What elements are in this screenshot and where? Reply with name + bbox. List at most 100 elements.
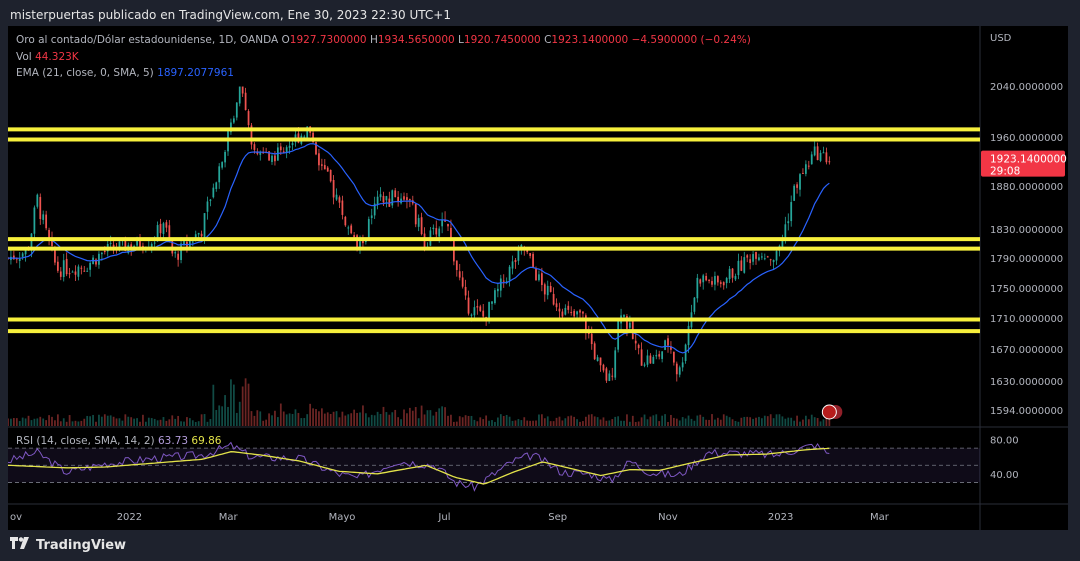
candle-body: [646, 355, 649, 365]
volume-bar: [408, 407, 411, 426]
candle-body: [376, 196, 379, 205]
candle-body: [526, 249, 529, 253]
volume-bar: [59, 421, 62, 426]
volume-bar: [282, 411, 285, 426]
footer-brand: TradingView: [36, 537, 127, 553]
candle-body: [291, 143, 294, 146]
volume-bar: [188, 418, 191, 426]
price-chart[interactable]: USD 2040.0000000 1960.0000000 1880.0000000 1…: [8, 26, 1068, 530]
candle-body: [276, 147, 279, 161]
footer: TradingView: [10, 537, 126, 553]
volume-bar: [816, 418, 819, 426]
volume-bar: [230, 379, 232, 426]
candle-body: [341, 200, 344, 215]
time-tick-label: Mayo: [329, 512, 356, 523]
candle-body: [183, 241, 185, 245]
candle-body: [288, 145, 291, 148]
candle-body: [802, 172, 804, 174]
ema-label: EMA (21, close, 0, SMA, 5): [16, 67, 154, 79]
volume-bar: [406, 413, 408, 426]
price-tick-label: 1960.0000000: [990, 133, 1063, 144]
volume-bar: [716, 417, 719, 426]
candle-body: [165, 222, 168, 228]
volume-bar: [473, 419, 476, 426]
candle-body: [259, 151, 262, 155]
candle-body: [708, 279, 710, 281]
volume-bar: [130, 417, 133, 426]
volume-bar: [420, 405, 423, 426]
candle-body: [540, 273, 543, 285]
candle-body: [435, 228, 438, 235]
volume-bar: [159, 419, 162, 426]
volume-bar: [699, 414, 702, 426]
candle-body: [162, 223, 165, 234]
volume-bar: [42, 418, 45, 426]
volume-bar: [828, 415, 831, 426]
volume-bar: [256, 410, 259, 426]
candle-body: [30, 233, 33, 251]
volume-bar: [602, 417, 605, 426]
candle-body: [200, 233, 203, 237]
volume-bar: [731, 419, 734, 426]
volume-bar: [338, 417, 341, 426]
volume-bar: [587, 414, 590, 426]
chart-publish-header: misterpuertas publicado en TradingView.c…: [10, 8, 451, 22]
candle-body: [56, 261, 59, 271]
volume-bar: [444, 407, 446, 426]
rsi-value: 63.73: [158, 435, 189, 447]
volume-bar: [614, 416, 617, 426]
volume-bar: [329, 413, 332, 426]
candle-body: [599, 357, 602, 366]
volume-bar: [447, 415, 449, 426]
candle-body: [15, 258, 18, 260]
rsi-ma-line: [8, 447, 830, 485]
candle-body: [444, 219, 446, 222]
candle-body: [482, 310, 485, 317]
candle-body: [584, 315, 587, 333]
candle-body: [678, 367, 681, 375]
candle-body: [699, 279, 702, 284]
candle-body: [124, 238, 127, 252]
volume-bar: [740, 417, 743, 426]
candle-body: [667, 338, 669, 346]
candle-body: [825, 152, 828, 163]
candle-body: [224, 151, 226, 163]
volume-bar: [320, 408, 323, 426]
candle-body: [323, 165, 326, 170]
chart-frame[interactable]: USD 2040.0000000 1960.0000000 1880.0000000 1…: [8, 26, 1068, 530]
candle-body: [312, 132, 314, 143]
rsi-legend[interactable]: RSI (14, close, SMA, 14, 2) 63.73 69.86: [16, 435, 221, 447]
volume-legend[interactable]: Vol 44.323K: [16, 51, 79, 63]
candle-body: [241, 86, 244, 94]
candle-body: [508, 266, 511, 281]
candle-body: [681, 362, 684, 368]
candle-body: [828, 161, 831, 163]
candle-body: [813, 146, 816, 156]
volume-bar: [737, 421, 740, 426]
candle-body: [538, 274, 540, 281]
ema-value: 1897.2077961: [157, 67, 234, 79]
volume-bar: [719, 419, 722, 426]
volume-bar: [423, 414, 426, 426]
volume-bar: [21, 417, 24, 426]
candle-body: [643, 364, 646, 366]
volume-bar: [819, 421, 822, 426]
ema-legend[interactable]: EMA (21, close, 0, SMA, 5) 1897.2077961: [16, 67, 234, 79]
candle-body: [48, 229, 50, 240]
candle-body: [71, 271, 74, 273]
candle-body: [819, 152, 822, 161]
candle-body: [552, 293, 555, 305]
candle-body: [532, 253, 534, 268]
volume-bar: [637, 421, 640, 426]
volume-bar: [382, 406, 385, 426]
volume-bar: [467, 415, 470, 426]
volume-bar: [241, 386, 244, 426]
volume-bar: [564, 418, 567, 426]
candle-body: [335, 194, 338, 200]
volume-value: 44.323K: [35, 51, 79, 63]
symbol-legend[interactable]: Oro al contado/Dólar estadounidense, 1D,…: [16, 34, 751, 46]
volume-bar: [702, 416, 705, 426]
volume-bar: [491, 420, 493, 426]
volume-bar: [787, 417, 790, 426]
candle-body: [670, 346, 672, 350]
